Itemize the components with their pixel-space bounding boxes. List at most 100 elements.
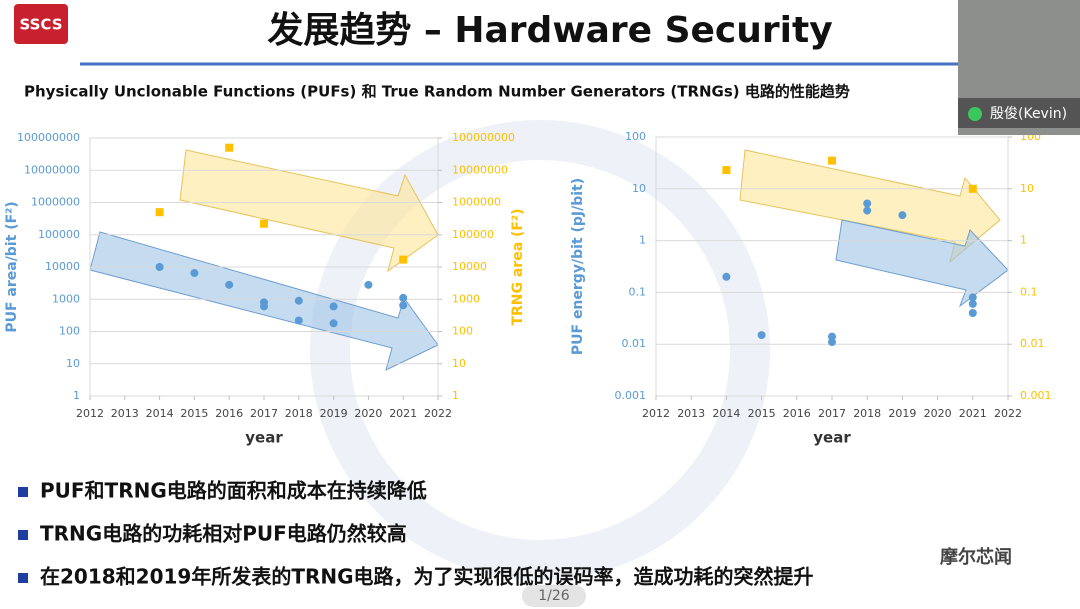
x-tick-label: 2022 bbox=[994, 407, 1022, 420]
x-tick-label: 2018 bbox=[853, 407, 881, 420]
puf-point bbox=[329, 302, 338, 311]
y-tick-label: 1000 bbox=[52, 292, 80, 305]
trng-point bbox=[225, 143, 234, 152]
y-axis-label: PUF energy/bit (pJ/bit) bbox=[570, 178, 586, 355]
puf-point bbox=[329, 319, 338, 328]
logo: SSCS bbox=[19, 16, 62, 34]
y-tick-label: 0.1 bbox=[629, 285, 647, 298]
trng-point bbox=[968, 184, 977, 193]
y-tick-label: 10000 bbox=[45, 260, 80, 273]
x-tick-label: 2022 bbox=[424, 407, 452, 420]
y-tick-label: 10 bbox=[632, 182, 646, 195]
x-tick-label: 2021 bbox=[959, 407, 987, 420]
puf-point bbox=[399, 301, 408, 310]
y-tick-label: 1 bbox=[73, 389, 80, 402]
x-tick-label: 2020 bbox=[924, 407, 952, 420]
subtitle: Physically Unclonable Functions (PUFs) 和… bbox=[24, 83, 850, 101]
logo-box bbox=[14, 4, 68, 44]
y2-tick-label: 100000000 bbox=[452, 131, 515, 144]
bullet-marker bbox=[18, 530, 28, 540]
x-tick-label: 2021 bbox=[389, 407, 417, 420]
trng-point bbox=[399, 255, 408, 264]
trng-point bbox=[722, 166, 731, 175]
puf-point bbox=[364, 280, 373, 289]
bullet-text: TRNG电路的功耗相对PUF电路仍然较高 bbox=[40, 522, 407, 546]
x-tick-label: 2012 bbox=[76, 407, 104, 420]
x-tick-label: 2018 bbox=[285, 407, 313, 420]
y-tick-label: 1000000 bbox=[31, 196, 80, 209]
puf-point bbox=[898, 211, 907, 220]
x-tick-label: 2013 bbox=[111, 407, 139, 420]
puf-point bbox=[190, 269, 199, 278]
x-tick-label: 2012 bbox=[642, 407, 670, 420]
x-tick-label: 2017 bbox=[250, 407, 278, 420]
y2-axis-label: TRNG area (F²) bbox=[510, 208, 526, 325]
puf-point bbox=[828, 338, 836, 347]
y2-tick-label: 100 bbox=[452, 325, 473, 338]
puf-point bbox=[722, 272, 731, 281]
y2-tick-label: 1 bbox=[452, 389, 459, 402]
y-tick-label: 100 bbox=[625, 130, 646, 143]
puf-point bbox=[968, 299, 977, 308]
y-tick-label: 100 bbox=[59, 325, 80, 338]
trng-point bbox=[155, 208, 164, 217]
x-tick-label: 2013 bbox=[677, 407, 705, 420]
y2-tick-label: 10000000 bbox=[452, 163, 508, 176]
x-tick-label: 2019 bbox=[320, 407, 348, 420]
bullet-text: PUF和TRNG电路的面积和成本在持续降低 bbox=[40, 479, 427, 503]
puf-point bbox=[757, 331, 766, 340]
y2-tick-label: 1000000 bbox=[452, 196, 501, 209]
x-tick-label: 2016 bbox=[215, 407, 243, 420]
x-tick-label: 2015 bbox=[748, 407, 776, 420]
y2-tick-label: 1 bbox=[1020, 234, 1027, 247]
bullet-text: 在2018和2019年所发表的TRNG电路，为了实现很低的误码率，造成功耗的突然… bbox=[40, 565, 814, 589]
y-tick-label: 0.01 bbox=[622, 337, 647, 350]
y2-tick-label: 0.001 bbox=[1020, 389, 1052, 402]
watermark-seal bbox=[310, 120, 770, 580]
puf-point bbox=[225, 280, 234, 289]
x-tick-label: 2017 bbox=[818, 407, 846, 420]
y2-tick-label: 1000 bbox=[452, 292, 480, 305]
puf-point bbox=[968, 293, 977, 302]
y-axis-label: PUF area/bit (F²) bbox=[4, 201, 20, 332]
y2-tick-label: 10 bbox=[1020, 182, 1034, 195]
x-tick-label: 2019 bbox=[888, 407, 916, 420]
puf-point bbox=[294, 316, 303, 325]
x-tick-label: 2016 bbox=[783, 407, 811, 420]
puf-point bbox=[155, 263, 164, 271]
y2-tick-label: 10000 bbox=[452, 260, 487, 273]
bullet-marker bbox=[18, 487, 28, 497]
participant-name: 殷俊(Kevin) bbox=[990, 106, 1067, 122]
trend-arrow bbox=[179, 149, 439, 273]
x-tick-label: 2014 bbox=[712, 407, 740, 420]
puf-point bbox=[863, 206, 872, 215]
puf-point bbox=[399, 293, 408, 302]
y-tick-label: 10 bbox=[66, 357, 80, 370]
page-indicator: 1/26 bbox=[538, 588, 570, 604]
slide-title: 发展趋势 – Hardware Security bbox=[267, 10, 832, 51]
x-tick-label: 2014 bbox=[146, 407, 174, 420]
puf-point bbox=[294, 296, 303, 305]
trend-arrow bbox=[835, 219, 1009, 308]
y-tick-label: 0.001 bbox=[615, 389, 647, 402]
trng-point bbox=[260, 219, 268, 228]
trng-point bbox=[828, 156, 836, 165]
puf-point bbox=[863, 199, 872, 208]
puf-point bbox=[968, 309, 977, 318]
page-pill bbox=[522, 585, 586, 607]
puf-point bbox=[260, 302, 268, 311]
x-axis-label: year bbox=[813, 429, 851, 447]
y-tick-label: 1 bbox=[639, 234, 646, 247]
x-axis-label: year bbox=[245, 429, 283, 447]
y2-tick-label: 10 bbox=[452, 357, 466, 370]
y-tick-label: 10000000 bbox=[24, 163, 80, 176]
y-tick-label: 100000 bbox=[38, 228, 80, 241]
y2-tick-label: 0.1 bbox=[1020, 285, 1038, 298]
mic-icon bbox=[968, 107, 982, 121]
y2-tick-label: 100000 bbox=[452, 228, 494, 241]
x-tick-label: 2020 bbox=[354, 407, 382, 420]
y-tick-label: 100000000 bbox=[17, 131, 80, 144]
bullet-marker bbox=[18, 573, 28, 583]
